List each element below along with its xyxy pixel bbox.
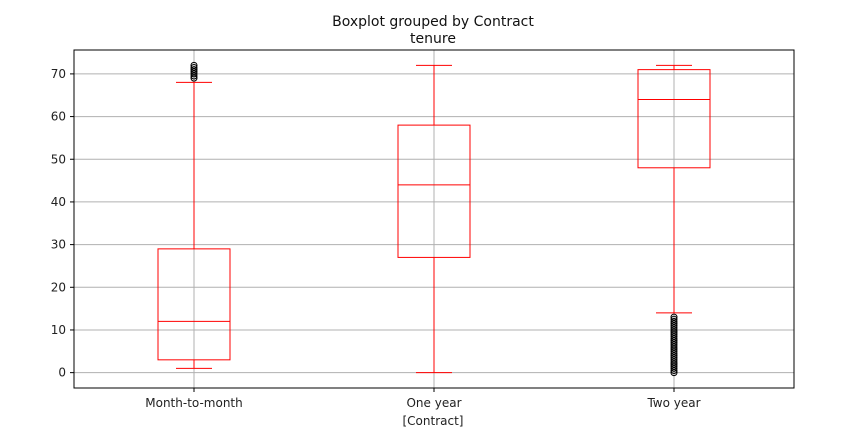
x-tick-label: Two year [646, 396, 700, 410]
y-axis-ticks: 0 10 20 30 40 50 60 70 [51, 67, 74, 380]
iqr-box [637, 69, 711, 169]
boxes [157, 61, 711, 377]
iqr-box [397, 124, 471, 258]
flier-point [670, 313, 678, 321]
box-group [157, 61, 231, 369]
flier-point [190, 66, 198, 74]
chart-title: tenure [410, 31, 456, 47]
y-tick-label: 20 [51, 280, 66, 294]
y-tick-label: 40 [51, 195, 66, 209]
y-tick-label: 70 [51, 67, 66, 81]
y-tick-label: 60 [51, 110, 66, 124]
y-tick-label: 50 [51, 152, 66, 166]
iqr-box [157, 248, 231, 361]
y-tick-label: 0 [58, 366, 66, 380]
box-group [397, 64, 471, 374]
flier-point [190, 61, 198, 69]
x-axis-label: [Contract] [403, 414, 464, 428]
box-group [637, 64, 711, 377]
x-tick-label: Month-to-month [145, 396, 243, 410]
y-tick-label: 30 [51, 238, 66, 252]
flier-point [670, 317, 678, 325]
x-tick-label: One year [406, 396, 461, 410]
flier-point [190, 63, 198, 71]
chart-suptitle: Boxplot grouped by Contract [332, 14, 534, 30]
x-axis-ticks: Month-to-month One year Two year [145, 388, 701, 410]
flier-point [670, 315, 678, 323]
y-tick-label: 10 [51, 323, 66, 337]
